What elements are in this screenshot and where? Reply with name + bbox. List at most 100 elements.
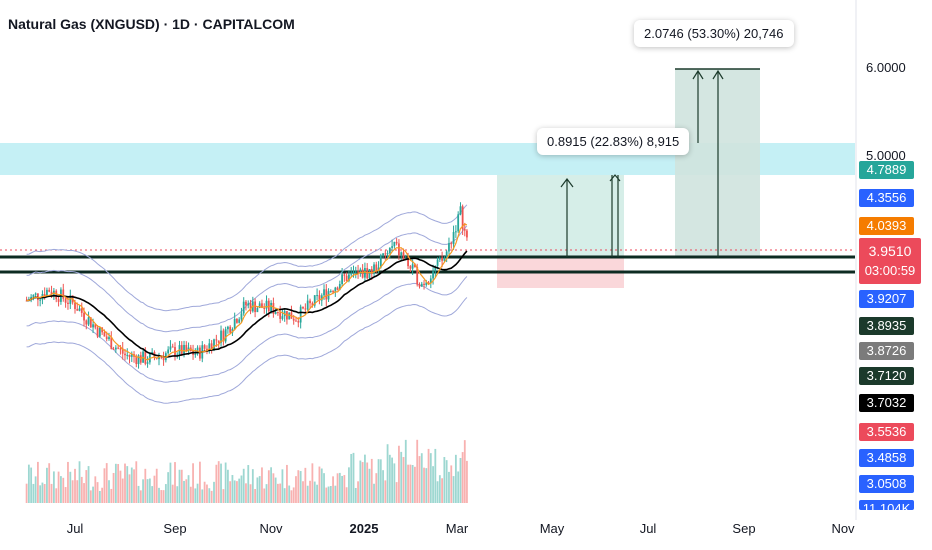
candle-body <box>354 271 357 273</box>
candle-body <box>345 275 348 281</box>
price-tag-3-4858: 3.4858 <box>859 449 914 467</box>
volume-bar <box>311 463 314 503</box>
candle-body <box>240 313 243 320</box>
volume-bar <box>279 483 282 503</box>
candle-body <box>37 293 39 300</box>
volume-bar <box>425 468 428 503</box>
candle-body <box>124 353 126 356</box>
volume-bar <box>382 470 384 503</box>
candle-body <box>306 300 309 310</box>
volume-bar <box>135 461 138 503</box>
candle-body <box>297 321 300 323</box>
volume-bar <box>267 470 270 503</box>
volume-bar <box>418 456 421 503</box>
x-label-sep-2025: Sep <box>732 521 756 536</box>
candle-body <box>249 303 252 312</box>
current-price-value: 3.9510 <box>868 243 912 259</box>
volume-bar <box>302 481 304 503</box>
candle-body <box>158 356 160 360</box>
volume-bar <box>461 452 464 503</box>
candle-body <box>379 255 382 268</box>
candle-body <box>94 324 97 328</box>
candle-body <box>361 269 364 278</box>
volume-bar <box>92 486 94 503</box>
candle-body <box>302 306 304 309</box>
candle-body <box>85 320 88 325</box>
volume-bar <box>148 478 151 503</box>
candle-body <box>263 307 266 309</box>
candle-body <box>69 295 72 305</box>
x-label-nov-2025: Nov <box>831 521 855 536</box>
candle-body <box>407 258 409 267</box>
candle-body <box>299 306 302 323</box>
volume-bar <box>290 490 293 503</box>
volume-bar <box>251 469 254 503</box>
candle-body <box>359 269 362 273</box>
candle-body <box>432 271 434 279</box>
candle-body <box>92 324 94 328</box>
candle-body <box>160 356 163 358</box>
volume-bar <box>459 458 462 503</box>
target-2-label[interactable]: 2.0746 (53.30%) 20,746 <box>634 20 794 47</box>
volume-bar <box>158 487 160 503</box>
volume-bar <box>62 477 65 503</box>
volume-bar <box>338 472 341 503</box>
candle-body <box>78 308 81 311</box>
volume-bar <box>194 488 197 503</box>
candle-body <box>87 317 90 325</box>
volume-bar <box>52 471 55 503</box>
volume-bar <box>245 483 247 503</box>
candle-body <box>261 303 263 308</box>
volume-bar <box>178 469 181 503</box>
volume-bar <box>263 488 266 503</box>
candle-body <box>357 271 359 273</box>
price-tag-3-8935: 3.8935 <box>859 317 914 335</box>
candle-body <box>386 253 389 255</box>
candle-body <box>350 272 353 275</box>
ma-orange-line <box>26 223 468 361</box>
volume-bar <box>309 480 311 503</box>
volume-bar <box>327 486 330 503</box>
candle-body <box>395 241 398 244</box>
volume-bar <box>265 484 268 503</box>
volume-bar <box>457 471 460 503</box>
long-position-1-target[interactable] <box>497 175 624 257</box>
volume-bar <box>393 463 396 503</box>
current-price-badge: 3.9510 03:00:59 <box>859 238 921 284</box>
candle-body <box>352 271 355 273</box>
candle-body <box>343 274 346 276</box>
volume-bar <box>215 464 218 503</box>
volume-bar <box>400 451 403 503</box>
candle-body <box>402 252 405 260</box>
candle-body <box>398 243 400 256</box>
volume-bar <box>217 461 220 503</box>
volume-bar <box>27 464 30 503</box>
volume-bar <box>164 484 167 503</box>
band-upper-outer <box>26 204 468 312</box>
volume-bar <box>402 457 405 503</box>
volume-bar <box>341 475 343 503</box>
volume-bar <box>281 469 284 503</box>
volume-bar <box>277 483 279 503</box>
candle-body <box>258 303 261 308</box>
volume-bar <box>89 490 92 503</box>
volume-bar <box>144 468 147 503</box>
volume-bar <box>60 476 62 503</box>
candle-body <box>323 289 325 296</box>
candle-body <box>309 300 311 304</box>
price-tag-3-0508: 3.0508 <box>859 475 914 493</box>
price-tag-3-9207: 3.9207 <box>859 290 914 308</box>
volume-bar <box>258 476 261 503</box>
candle-body <box>227 326 229 330</box>
volume-bar <box>325 487 328 503</box>
candle-body <box>311 303 314 306</box>
volume-bar <box>286 464 288 503</box>
band-lower-outer <box>26 297 468 404</box>
candle-body <box>277 312 279 314</box>
candle-body <box>332 290 334 293</box>
target-1-label[interactable]: 0.8915 (22.83%) 8,915 <box>537 128 690 155</box>
volume-bar <box>436 481 439 503</box>
volume-bar <box>414 466 416 503</box>
bar-countdown: 03:00:59 <box>864 263 916 278</box>
